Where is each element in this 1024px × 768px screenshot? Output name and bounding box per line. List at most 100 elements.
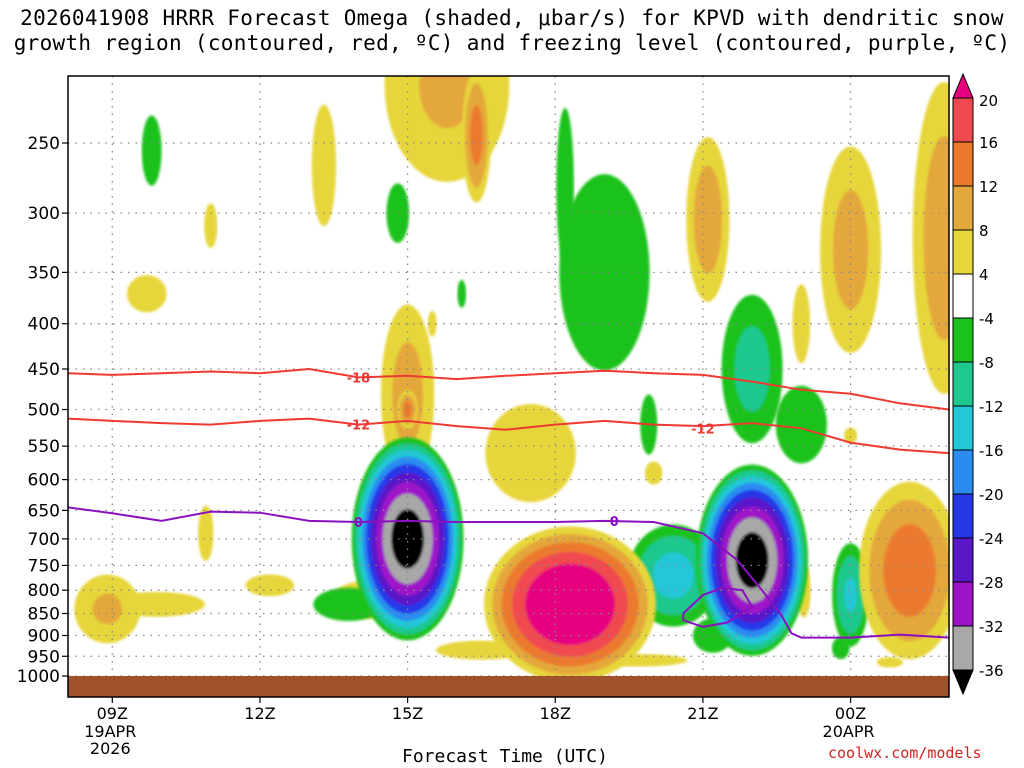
omega-region xyxy=(461,76,492,203)
colorbar-bin xyxy=(952,229,974,275)
grid-lines xyxy=(68,76,949,697)
colorbar-label: -28 xyxy=(979,574,1004,592)
omega-region xyxy=(876,656,904,668)
y-tick-label: 550 xyxy=(28,437,60,457)
omega-level xyxy=(735,532,769,589)
omega-region xyxy=(386,183,410,243)
omega-region xyxy=(351,437,464,641)
omega-level xyxy=(457,279,467,308)
omega-level xyxy=(525,563,615,646)
y-tick-label: 950 xyxy=(28,647,60,667)
colorbar-bin xyxy=(952,405,974,451)
colorbar-bin xyxy=(952,537,974,583)
y-tick-label: 1000 xyxy=(17,667,60,687)
colorbar: 20 16 12 8 4 -4 -8 -12 -16 -20 -24 -28 -32 -36 xyxy=(952,72,1004,696)
colorbar-bin xyxy=(952,273,974,319)
y-tick-label: 500 xyxy=(28,401,60,421)
y-tick-label: 850 xyxy=(28,605,60,625)
omega-region xyxy=(484,526,657,683)
x-tick-label: 21Z xyxy=(687,704,718,723)
y-tick-label: 250 xyxy=(28,134,60,154)
omega-region xyxy=(311,104,337,227)
x-tick-label: 15Z xyxy=(392,704,423,723)
omega-level xyxy=(843,427,858,444)
omega-region xyxy=(457,279,467,308)
omega-level xyxy=(876,656,904,668)
omega-level xyxy=(559,174,650,371)
omega-region xyxy=(427,310,437,337)
x-tick-label: 09Z xyxy=(97,704,128,723)
omega-region xyxy=(686,137,730,302)
colorbar-label: -24 xyxy=(979,530,1004,548)
y-tick-label: 600 xyxy=(28,471,60,491)
colorbar-bin xyxy=(952,449,974,495)
omega-level xyxy=(923,135,949,340)
omega-level xyxy=(141,115,162,186)
y-tick-label: 750 xyxy=(28,556,60,576)
omega-level xyxy=(386,183,410,243)
x-date-label: 20APR xyxy=(823,722,875,741)
contour-purple-line xyxy=(68,506,949,639)
colorbar-bin xyxy=(952,581,974,627)
colorbar-bin xyxy=(952,361,974,407)
omega-level xyxy=(775,385,827,464)
x-tick-label: 12Z xyxy=(244,704,275,723)
omega-level xyxy=(792,284,811,364)
omega-region xyxy=(792,284,811,364)
credit-link[interactable]: coolwx.com/models xyxy=(828,744,982,762)
contour-red-line xyxy=(68,367,949,411)
omega-level xyxy=(92,593,123,625)
terrain-surface xyxy=(68,676,949,697)
omega-region xyxy=(397,389,419,430)
colorbar-label: 16 xyxy=(979,134,998,152)
omega-level xyxy=(245,574,295,597)
colorbar-bin xyxy=(952,317,974,363)
contour-label: -12 xyxy=(691,422,715,437)
omega-region xyxy=(485,403,576,503)
plot-frame xyxy=(67,75,950,698)
omega-region xyxy=(126,275,167,313)
omega-shading xyxy=(74,76,949,683)
omega-region xyxy=(775,385,827,464)
colorbar-label: -4 xyxy=(979,310,994,328)
omega-level xyxy=(198,505,214,561)
colorbar-label: -16 xyxy=(979,442,1004,460)
omega-level xyxy=(485,403,576,503)
omega-level xyxy=(644,461,663,485)
omega-level xyxy=(391,509,424,569)
omega-region xyxy=(559,174,650,371)
colorbar-bin xyxy=(952,97,974,143)
omega-level xyxy=(693,165,722,274)
x-tick-label: 18Z xyxy=(540,704,571,723)
chart-title-line-1: 2026041908 HRRR Forecast Omega (shaded, … xyxy=(20,6,1004,30)
colorbar-label: -32 xyxy=(979,618,1004,636)
contour-label: -18 xyxy=(347,371,371,386)
contour-red-line xyxy=(68,417,949,455)
omega-region xyxy=(245,574,295,597)
y-tick-label: 450 xyxy=(28,360,60,380)
y-tick-label: 400 xyxy=(28,315,60,335)
y-tick-label: 800 xyxy=(28,581,60,601)
omega-level xyxy=(883,524,937,617)
omega-level xyxy=(427,310,437,337)
omega-level xyxy=(204,203,218,249)
omega-level xyxy=(126,275,167,313)
chart-title: 2026041908 HRRR Forecast Omega (shaded, … xyxy=(0,6,1024,56)
plot-area: -18 -12 -12 0 0 xyxy=(68,76,949,697)
omega-level xyxy=(652,552,694,599)
y-tick-label: 350 xyxy=(28,263,60,283)
y-tick-label: 650 xyxy=(28,501,60,521)
contours: -18 -12 -12 0 0 xyxy=(68,367,949,639)
omega-region xyxy=(721,294,783,444)
chart-title-line-2: growth region (contoured, red, ºC) and f… xyxy=(13,31,1011,55)
y-axis: 250 300 350 400 450 500 550 600 650 700 750 800 850 9… xyxy=(17,134,68,687)
colorbar-bin xyxy=(952,185,974,231)
y-tick-label: 700 xyxy=(28,530,60,550)
y-tick-label: 300 xyxy=(28,204,60,224)
colorbar-label: 12 xyxy=(979,178,998,196)
colorbar-label: -36 xyxy=(979,662,1004,680)
omega-region xyxy=(204,203,218,249)
x-tick-label: 00Z xyxy=(835,704,866,723)
